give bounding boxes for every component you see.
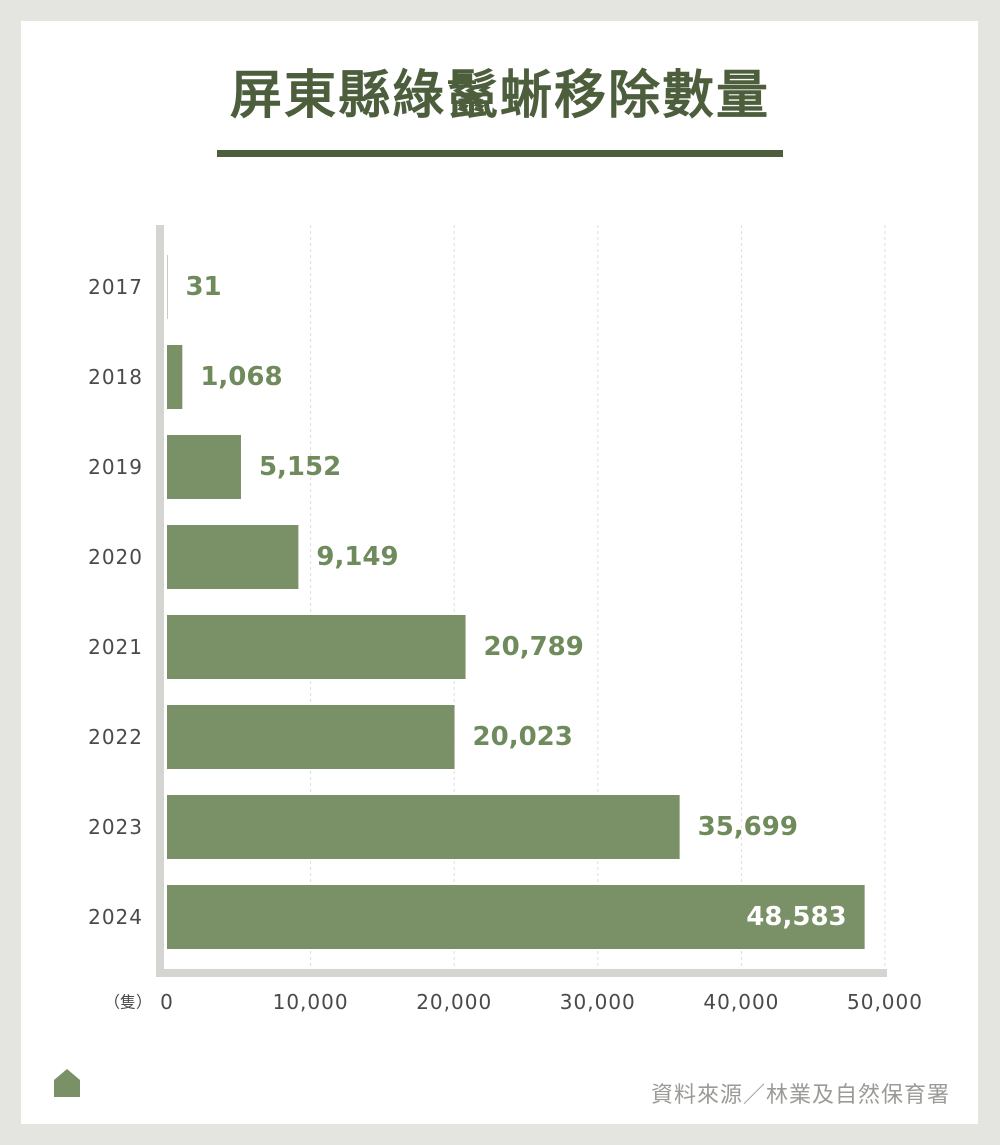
category-label: 2017 xyxy=(88,275,143,299)
value-label: 48,583 xyxy=(746,902,846,932)
bars xyxy=(167,255,865,949)
value-label: 31 xyxy=(185,272,221,302)
title-underline xyxy=(217,150,783,157)
category-label: 2024 xyxy=(88,905,143,929)
bar-2020 xyxy=(167,525,299,589)
source-note: 資料來源／林業及自然保育署 xyxy=(650,1083,950,1108)
bar-2022 xyxy=(167,705,455,769)
value-label: 9,149 xyxy=(316,542,398,572)
value-label: 20,789 xyxy=(484,632,584,662)
category-labels: 2017 2018 2019 2020 2021 2022 2023 2024 xyxy=(88,275,143,929)
chart-title: 屏東縣綠鬣蜥移除數量 xyxy=(229,66,770,126)
category-label: 2021 xyxy=(88,635,143,659)
x-tick-label: 40,000 xyxy=(703,990,779,1014)
category-label: 2022 xyxy=(88,725,143,749)
x-tick-label: 50,000 xyxy=(847,990,923,1014)
value-label: 1,068 xyxy=(200,362,282,392)
x-tick-label: 10,000 xyxy=(273,990,349,1014)
value-label: 35,699 xyxy=(698,812,798,842)
category-label: 2019 xyxy=(88,455,143,479)
category-label: 2018 xyxy=(88,365,143,389)
bar-2024 xyxy=(167,885,865,949)
x-tick-label: 20,000 xyxy=(416,990,492,1014)
value-labels: 31 1,068 5,152 9,149 20,789 20,023 35,699 48,58… xyxy=(185,272,846,932)
x-tick-label: 30,000 xyxy=(560,990,636,1014)
axes xyxy=(156,225,887,977)
house-icon xyxy=(54,1069,80,1097)
bar-2018 xyxy=(167,345,183,409)
y-axis-line xyxy=(156,225,164,977)
value-label: 5,152 xyxy=(259,452,341,482)
x-unit-label: （隻） xyxy=(104,993,152,1012)
x-axis-line xyxy=(156,969,887,977)
bar-2019 xyxy=(167,435,241,499)
value-label: 20,023 xyxy=(473,722,573,752)
x-tick-label: 0 xyxy=(160,990,174,1014)
bar-2023 xyxy=(167,795,680,859)
tick-labels: 0 10,000 20,000 30,000 40,000 50,000 （隻） xyxy=(104,990,923,1014)
bar-2021 xyxy=(167,615,466,679)
category-label: 2020 xyxy=(88,545,143,569)
category-label: 2023 xyxy=(88,815,143,839)
